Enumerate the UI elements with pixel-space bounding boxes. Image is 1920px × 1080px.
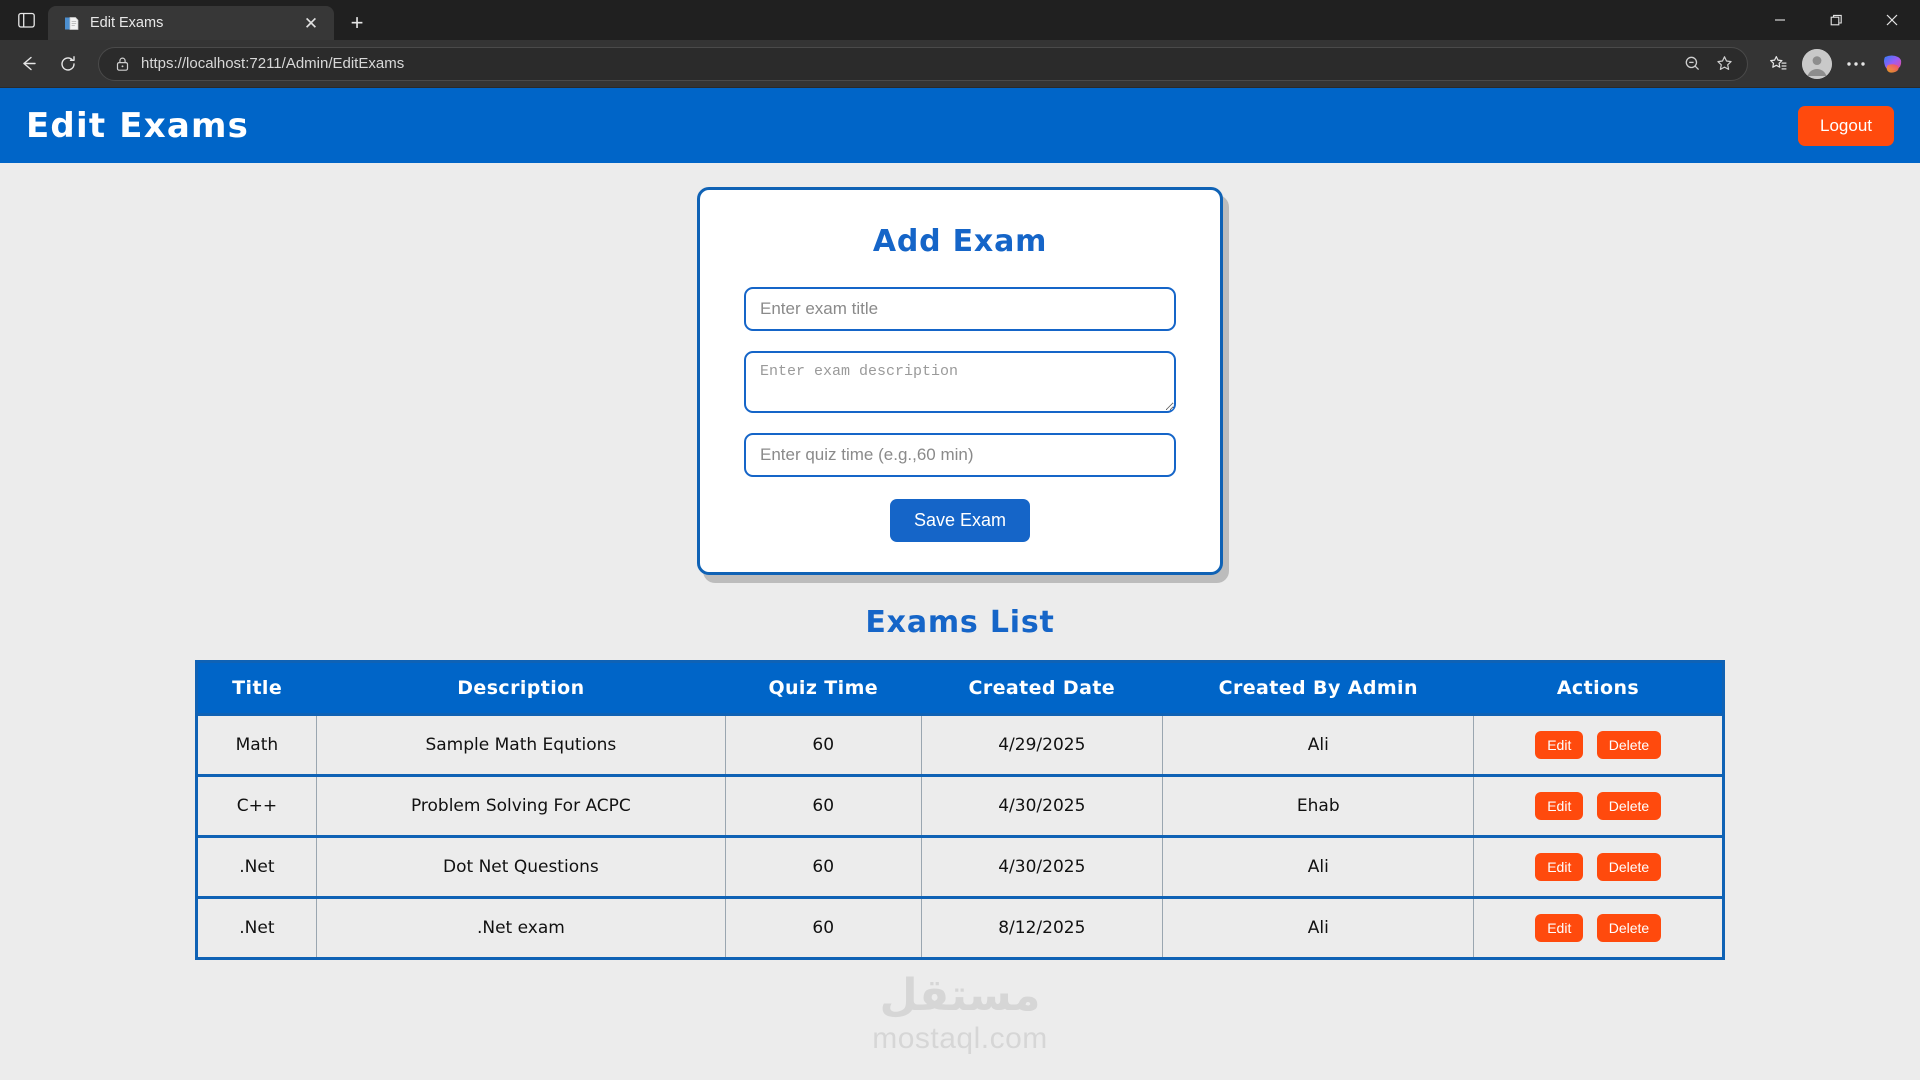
browser-tab[interactable]: Edit Exams ✕ — [48, 6, 334, 40]
browser-toolbar: https://localhost:7211/Admin/EditExams — [0, 40, 1920, 88]
column-header-description: Description — [316, 661, 726, 715]
delete-button[interactable]: Delete — [1596, 853, 1662, 881]
cell-description: Sample Math Equtions — [316, 713, 726, 776]
delete-button[interactable]: Delete — [1596, 792, 1662, 820]
document-favicon — [62, 14, 80, 32]
edit-button[interactable]: Edit — [1535, 792, 1584, 820]
lock-icon — [113, 56, 131, 72]
table-row: Math Sample Math Equtions 60 4/29/2025 A… — [196, 713, 1724, 776]
window-close-button[interactable] — [1864, 0, 1920, 40]
page-title: Edit Exams — [26, 105, 250, 146]
cell-description: .Net exam — [316, 896, 726, 959]
cell-created-date: 8/12/2025 — [921, 896, 1164, 959]
watermark-latin-text: mostaql.com — [872, 1022, 1048, 1055]
cell-created-date: 4/29/2025 — [921, 713, 1164, 776]
cell-quiz-time: 60 — [725, 774, 922, 837]
edit-button[interactable]: Edit — [1535, 853, 1584, 881]
app-header: Edit Exams Logout — [0, 88, 1920, 163]
collections-icon[interactable] — [1760, 46, 1796, 82]
address-bar-actions — [1677, 49, 1739, 79]
add-exam-card: Add Exam Save Exam — [697, 187, 1223, 575]
more-options-icon[interactable] — [1838, 46, 1874, 82]
toolbar-right-actions — [1760, 46, 1910, 82]
table-row: C++ Problem Solving For ACPC 60 4/30/202… — [196, 774, 1724, 837]
reload-icon[interactable] — [50, 46, 86, 82]
cell-actions: Edit Delete — [1473, 835, 1724, 898]
cell-quiz-time: 60 — [725, 896, 922, 959]
delete-button[interactable]: Delete — [1596, 914, 1662, 942]
window-controls — [1752, 0, 1920, 40]
cell-created-by: Ali — [1162, 896, 1475, 959]
cell-actions: Edit Delete — [1473, 774, 1724, 837]
new-tab-button[interactable]: + — [350, 10, 364, 35]
column-header-created-date: Created Date — [921, 661, 1163, 715]
watermark-arabic-text: مستقل — [879, 970, 1041, 1021]
url-text: https://localhost:7211/Admin/EditExams — [141, 55, 405, 72]
maximize-button[interactable] — [1808, 0, 1864, 40]
cell-title: C++ — [196, 774, 317, 837]
cell-title: .Net — [196, 896, 317, 959]
cell-actions: Edit Delete — [1473, 713, 1724, 776]
cell-created-by: Ehab — [1162, 774, 1475, 837]
cell-created-by: Ali — [1162, 835, 1475, 898]
cell-quiz-time: 60 — [725, 835, 922, 898]
cell-title: .Net — [196, 835, 317, 898]
edit-button[interactable]: Edit — [1535, 731, 1584, 759]
exams-table: Title Description Quiz Time Created Date… — [195, 660, 1725, 960]
cell-created-by: Ali — [1162, 713, 1475, 776]
tab-strip: Edit Exams ✕ + — [0, 0, 1920, 40]
cell-actions: Edit Delete — [1473, 896, 1724, 959]
cell-quiz-time: 60 — [725, 713, 922, 776]
copilot-icon[interactable] — [1876, 47, 1910, 81]
exam-title-input[interactable] — [744, 287, 1176, 331]
add-exam-title: Add Exam — [872, 224, 1048, 259]
tab-list-icon[interactable] — [6, 0, 46, 40]
column-header-quiz-time: Quiz Time — [725, 661, 922, 715]
address-bar[interactable]: https://localhost:7211/Admin/EditExams — [98, 46, 1748, 81]
zoom-out-icon[interactable] — [1677, 49, 1707, 79]
add-exam-card-wrapper: Add Exam Save Exam — [0, 187, 1920, 575]
cell-description: Problem Solving For ACPC — [316, 774, 726, 837]
mostaql-watermark: مستقل mostaql.com — [0, 974, 1920, 1056]
exams-list-title: Exams List — [865, 605, 1055, 640]
table-row: .Net .Net exam 60 8/12/2025 Ali Edit Del… — [196, 896, 1724, 959]
minimize-button[interactable] — [1752, 0, 1808, 40]
cell-created-date: 4/30/2025 — [921, 835, 1164, 898]
cell-description: Dot Net Questions — [316, 835, 726, 898]
exams-table-wrapper: Title Description Quiz Time Created Date… — [0, 660, 1920, 960]
back-arrow-icon[interactable] — [10, 46, 46, 82]
delete-button[interactable]: Delete — [1596, 731, 1662, 759]
exams-table-body: Math Sample Math Equtions 60 4/29/2025 A… — [196, 713, 1724, 959]
page-viewport: Edit Exams Logout Add Exam Save Exam Exa… — [0, 88, 1920, 1080]
star-icon[interactable] — [1709, 49, 1739, 79]
logout-button[interactable]: Logout — [1798, 105, 1894, 146]
column-header-actions: Actions — [1473, 661, 1724, 715]
exam-description-textarea[interactable] — [744, 351, 1176, 413]
cell-created-date: 4/30/2025 — [921, 774, 1164, 837]
cell-title: Math — [196, 713, 317, 776]
edit-button[interactable]: Edit — [1535, 914, 1584, 942]
profile-avatar-icon[interactable] — [1802, 48, 1832, 79]
table-row: .Net Dot Net Questions 60 4/30/2025 Ali … — [196, 835, 1724, 898]
quiz-time-input[interactable] — [744, 433, 1176, 477]
column-header-title: Title — [196, 661, 317, 715]
save-exam-button[interactable]: Save Exam — [889, 499, 1031, 542]
table-header-row: Title Description Quiz Time Created Date… — [196, 661, 1724, 715]
exams-table-head: Title Description Quiz Time Created Date… — [196, 661, 1724, 715]
save-row: Save Exam — [744, 499, 1176, 542]
column-header-created-by: Created By Admin — [1162, 661, 1474, 715]
tab-title: Edit Exams — [90, 15, 164, 31]
close-icon[interactable]: ✕ — [303, 13, 319, 33]
